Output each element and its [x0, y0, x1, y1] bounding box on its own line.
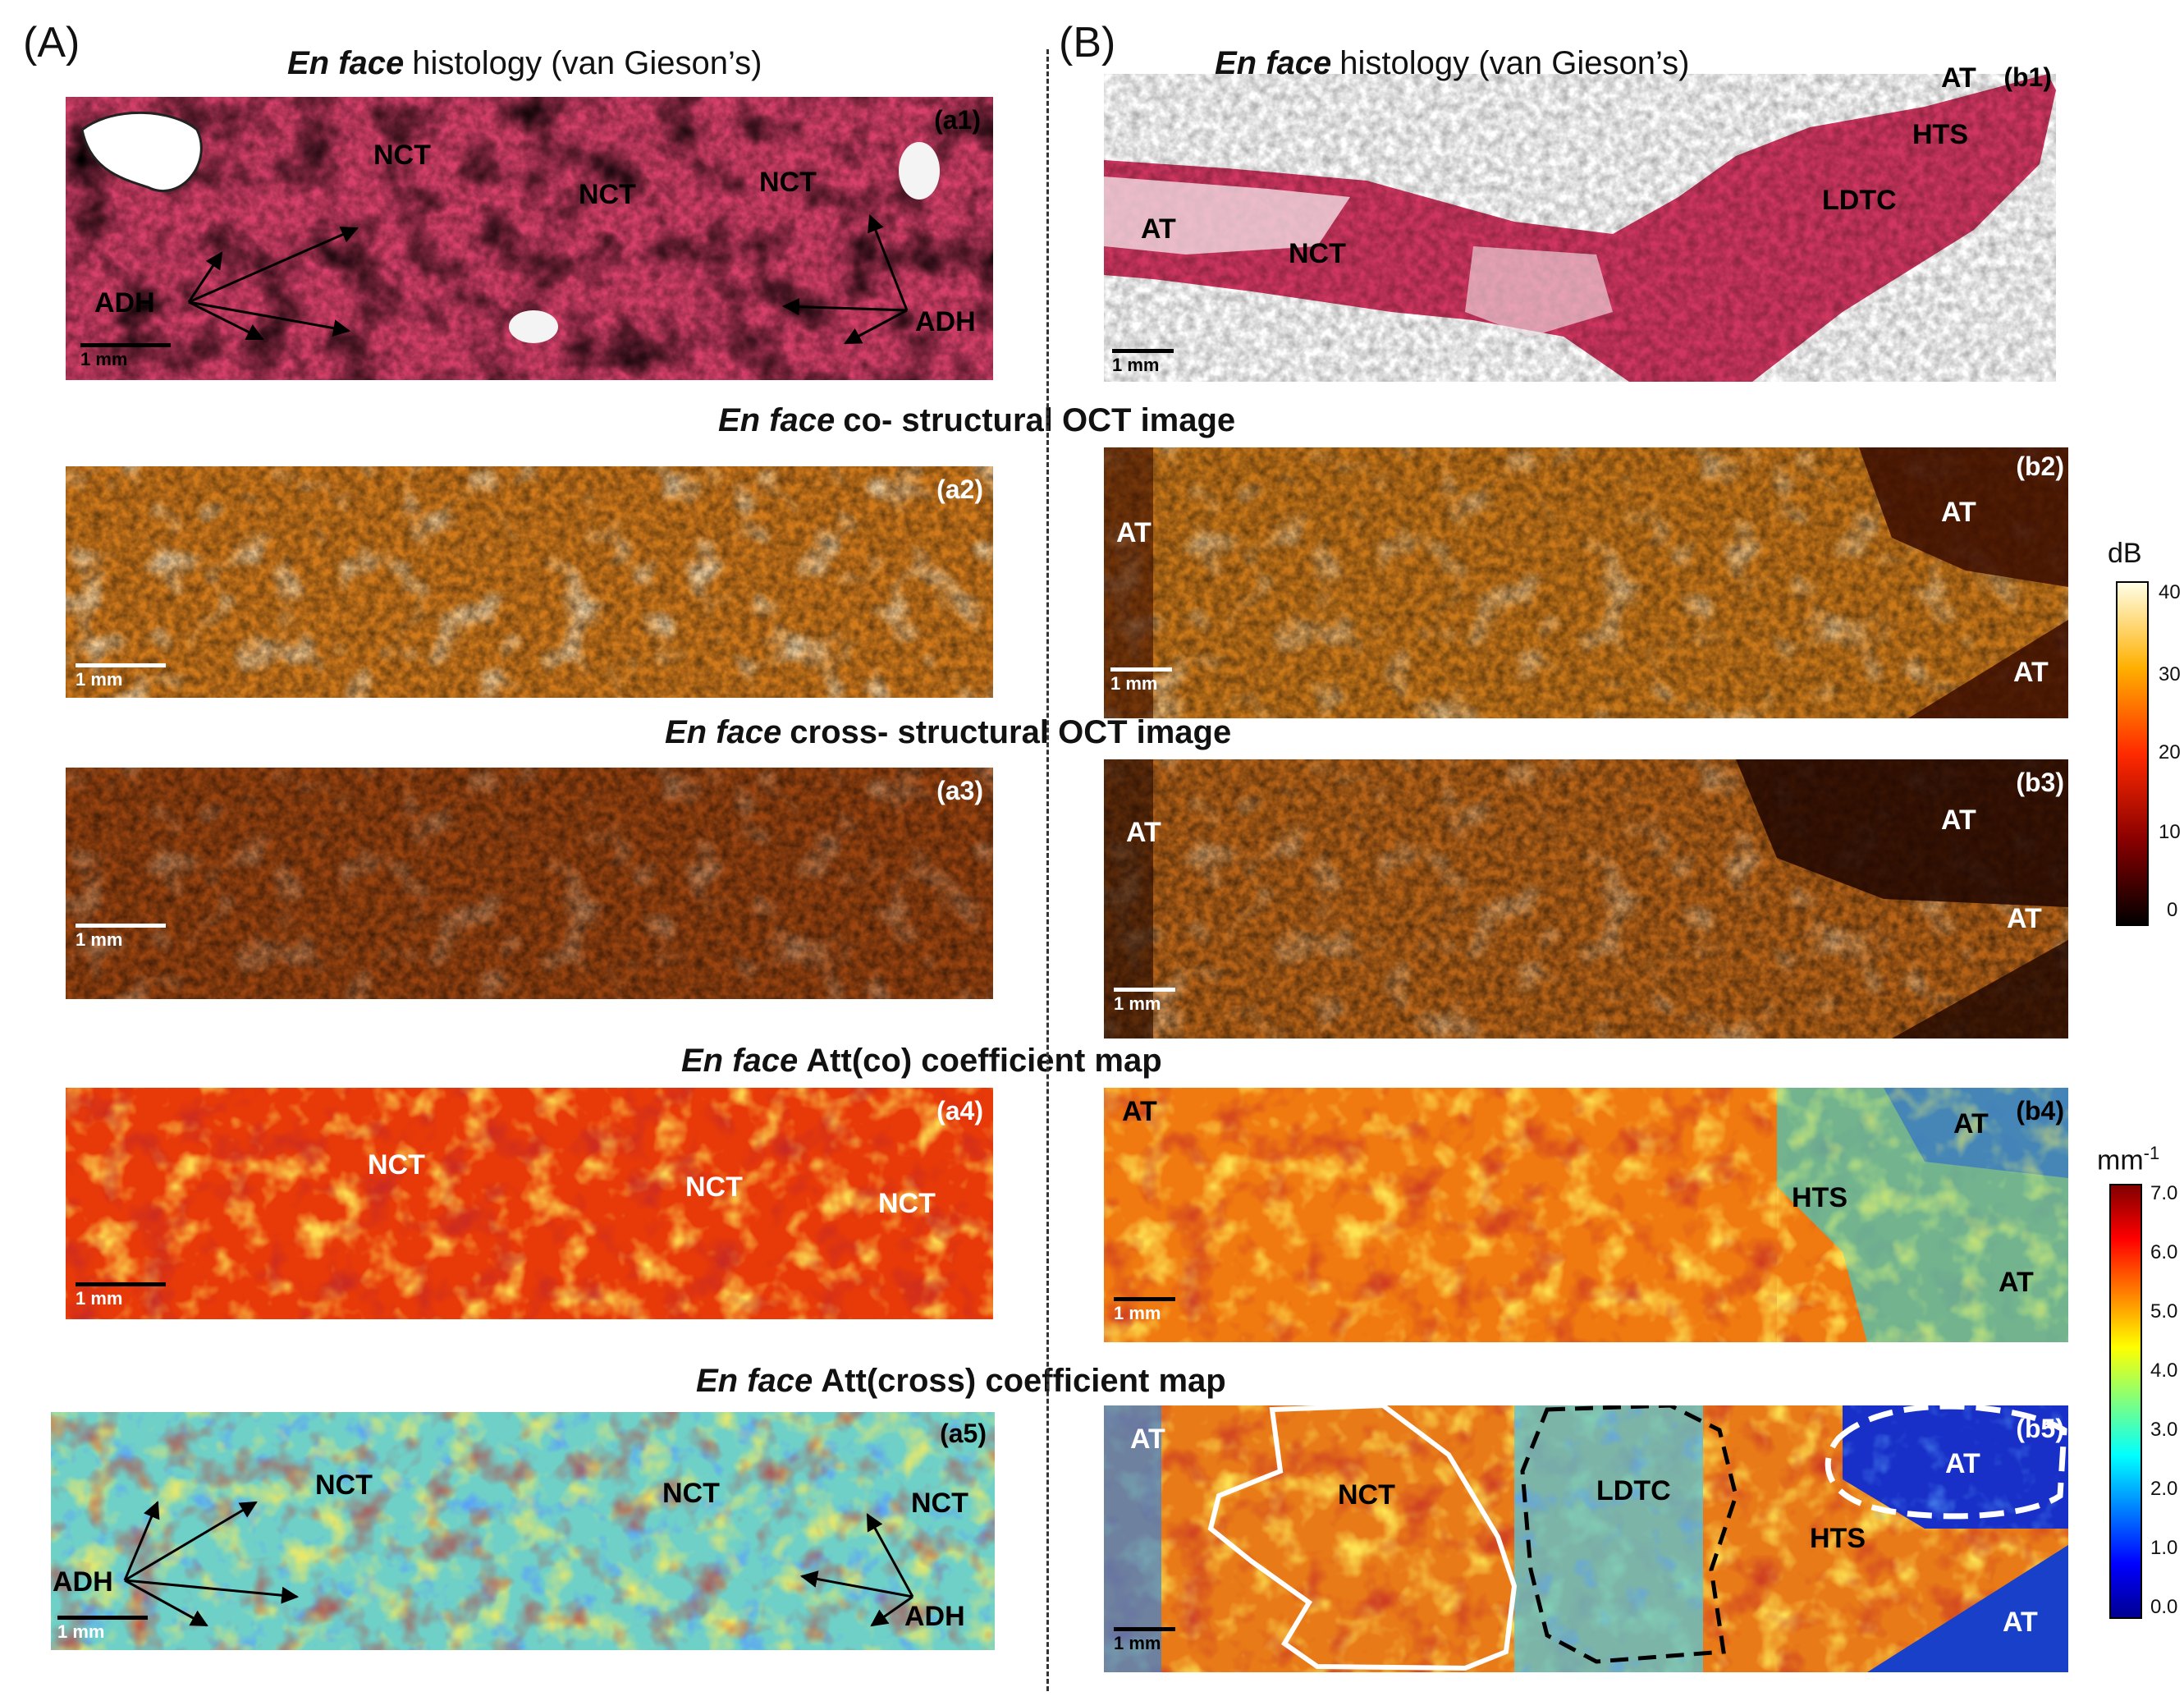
- tag-a4: (a4): [936, 1096, 983, 1126]
- label-at: AT: [2007, 903, 2042, 934]
- oct-co-image-b2: AT AT AT (b2) 1 mm: [1104, 447, 2068, 718]
- scale-bar: 1 mm: [76, 1282, 166, 1309]
- colorbar-db-tick: 30: [2159, 663, 2181, 685]
- label-adh: ADH: [915, 306, 976, 337]
- label-nct: NCT: [878, 1188, 936, 1219]
- label-nct: NCT: [1338, 1479, 1395, 1511]
- label-nct: NCT: [315, 1469, 373, 1501]
- label-at: AT: [1122, 1096, 1157, 1127]
- tag-a2: (a2): [936, 475, 983, 504]
- label-hts: HTS: [1912, 119, 1968, 150]
- scale-bar: 1 mm: [1114, 1297, 1175, 1324]
- colorbar-att-tick: 7.0: [2150, 1182, 2178, 1204]
- colorbar-att-tick: 2.0: [2150, 1478, 2178, 1500]
- label-ldtc: LDTC: [1596, 1475, 1671, 1506]
- label-hts: HTS: [1810, 1523, 1866, 1554]
- title-histology-left: En face histology (van Gieson’s): [287, 45, 762, 81]
- title-co-structural: En face co- structural OCT image: [718, 402, 1236, 438]
- colorbar-att-tick: 6.0: [2150, 1241, 2178, 1263]
- label-nct: NCT: [685, 1171, 743, 1203]
- histology-image-b1: AT NCT LDTC HTS AT (b1) 1 mm: [1104, 66, 2056, 382]
- colorbar-db-tick: 0: [2167, 899, 2178, 921]
- tag-a1: (a1): [934, 105, 981, 135]
- label-adh: ADH: [904, 1601, 965, 1632]
- label-at: AT: [1130, 1424, 1165, 1455]
- tag-b3: (b3): [2016, 768, 2064, 797]
- scale-bar: 1 mm: [57, 1616, 148, 1643]
- tag-a3: (a3): [936, 776, 983, 805]
- oct-co-image-a2: (a2) 1 mm: [66, 466, 993, 698]
- colorbar-db-tick: 20: [2159, 741, 2181, 763]
- scale-bar: 1 mm: [76, 924, 166, 951]
- label-ldtc: LDTC: [1822, 185, 1897, 216]
- scale-bar: 1 mm: [76, 663, 166, 690]
- label-nct: NCT: [368, 1149, 425, 1181]
- label-nct: NCT: [1289, 238, 1346, 269]
- colorbar-att: [2109, 1184, 2142, 1619]
- tag-b2: (b2): [2016, 452, 2064, 481]
- colorbar-db-title: dB: [2108, 538, 2142, 569]
- panel-label-b: (B): [1059, 19, 1116, 66]
- colorbar-att-tick: 4.0: [2150, 1359, 2178, 1382]
- label-adh: ADH: [94, 287, 155, 319]
- title-att-co: En face Att(co) coefficient map: [681, 1043, 1162, 1079]
- label-at: AT: [2003, 1607, 2038, 1638]
- colorbar-att-title: mm-1: [2097, 1143, 2160, 1176]
- colorbar-db-tick: 10: [2159, 821, 2181, 843]
- title-att-cross: En face Att(cross) coefficient map: [696, 1363, 1226, 1399]
- colorbar-att-tick: 0.0: [2150, 1596, 2178, 1618]
- att-cross-map-a5: NCT NCT NCT ADH ADH (a5) 1 mm: [51, 1412, 995, 1650]
- histology-image-a1: NCT NCT NCT ADH ADH (a1) 1 mm: [66, 97, 993, 380]
- colorbar-db-tick: 40: [2159, 581, 2181, 603]
- panel-divider: [1046, 49, 1049, 1691]
- label-at: AT: [1116, 517, 1152, 548]
- scale-bar: 1 mm: [1110, 667, 1172, 695]
- title-cross-structural: En face cross- structural OCT image: [665, 714, 1232, 750]
- tag-a5: (a5): [940, 1419, 987, 1448]
- label-at: AT: [1141, 213, 1176, 245]
- att-cross-map-b5: AT NCT LDTC HTS AT AT (b5) 1 mm: [1104, 1405, 2068, 1672]
- label-nct: NCT: [373, 140, 431, 171]
- label-nct: NCT: [662, 1478, 720, 1509]
- tag-b4: (b4): [2016, 1096, 2064, 1126]
- label-at: AT: [1945, 1448, 1980, 1479]
- colorbar-att-tick: 1.0: [2150, 1537, 2178, 1559]
- oct-cross-image-a3: (a3) 1 mm: [66, 768, 993, 999]
- label-nct: NCT: [759, 167, 817, 198]
- title-histology-right: En face histology (van Gieson’s): [1215, 45, 1690, 81]
- tag-b1: (b1): [2003, 66, 2052, 92]
- label-at: AT: [1941, 805, 1976, 836]
- label-at: AT: [1126, 817, 1161, 848]
- colorbar-db: [2116, 581, 2149, 926]
- label-at: AT: [1999, 1267, 2034, 1298]
- tag-b5: (b5): [2016, 1414, 2064, 1443]
- label-at: AT: [1941, 66, 1976, 94]
- colorbar-att-tick: 3.0: [2150, 1419, 2178, 1441]
- label-nct: NCT: [911, 1488, 968, 1519]
- scale-bar: 1 mm: [1114, 1627, 1175, 1654]
- label-nct: NCT: [579, 179, 636, 210]
- label-at: AT: [1941, 497, 1976, 528]
- label-at: AT: [2013, 657, 2049, 688]
- label-adh: ADH: [53, 1566, 113, 1598]
- att-co-map-b4: AT AT HTS AT (b4) 1 mm: [1104, 1088, 2068, 1342]
- colorbar-att-tick: 5.0: [2150, 1300, 2178, 1323]
- scale-bar: 1 mm: [80, 343, 171, 370]
- oct-cross-image-b3: AT AT AT (b3) 1 mm: [1104, 759, 2068, 1038]
- panel-label-a: (A): [23, 19, 80, 66]
- scale-bar: 1 mm: [1112, 349, 1174, 376]
- label-hts: HTS: [1792, 1182, 1847, 1213]
- label-at: AT: [1953, 1108, 1989, 1139]
- scale-bar: 1 mm: [1114, 988, 1175, 1015]
- att-co-map-a4: NCT NCT NCT (a4) 1 mm: [66, 1088, 993, 1319]
